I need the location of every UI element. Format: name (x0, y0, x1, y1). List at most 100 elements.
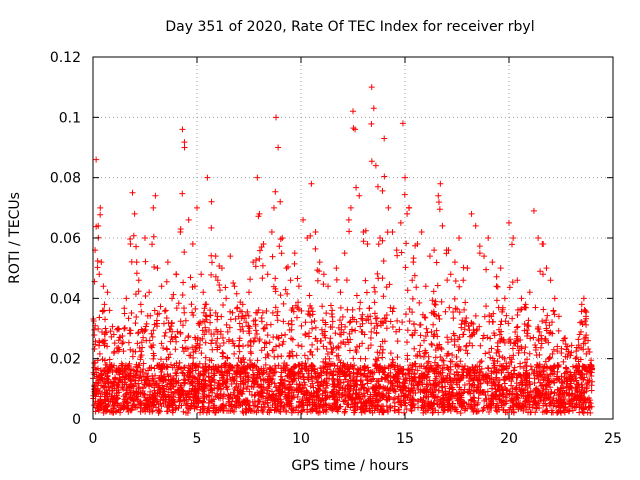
data-point (210, 370, 217, 377)
data-point (354, 370, 361, 377)
data-point (399, 371, 406, 378)
data-point (90, 317, 97, 324)
data-point (509, 400, 516, 407)
data-point (323, 345, 330, 352)
data-point (524, 330, 531, 337)
data-point (306, 391, 313, 398)
data-point (229, 364, 236, 371)
data-point (93, 387, 100, 394)
data-point (327, 340, 334, 347)
data-point (569, 402, 576, 409)
data-point (577, 328, 584, 335)
data-point (287, 277, 294, 284)
data-point (577, 374, 584, 381)
data-point (360, 406, 367, 413)
data-point (173, 370, 180, 377)
data-point (177, 330, 184, 337)
data-point (186, 393, 193, 400)
data-point (148, 365, 155, 372)
data-point (275, 144, 282, 151)
data-point (476, 243, 483, 250)
data-point (463, 343, 470, 350)
data-point (340, 338, 347, 345)
data-point (216, 377, 223, 384)
data-point (319, 303, 326, 310)
data-point (160, 320, 167, 327)
data-point (223, 295, 230, 302)
data-point (474, 363, 481, 370)
data-point (236, 368, 243, 375)
data-point (569, 385, 576, 392)
data-point (505, 369, 512, 376)
data-point (414, 241, 421, 248)
data-point (284, 290, 291, 297)
data-point (192, 305, 199, 312)
data-point (182, 379, 189, 386)
data-point (201, 394, 208, 401)
data-point (201, 368, 208, 375)
data-point (437, 369, 444, 376)
data-point (559, 380, 566, 387)
data-point (435, 387, 442, 394)
data-point (381, 173, 388, 180)
data-point (268, 228, 275, 235)
data-point (246, 357, 253, 364)
data-point (576, 402, 583, 409)
data-point (548, 388, 555, 395)
data-point (394, 252, 401, 259)
data-point (162, 307, 169, 314)
data-point (330, 383, 337, 390)
data-point (334, 408, 341, 415)
data-point (464, 350, 471, 357)
data-point (341, 250, 348, 257)
data-point (235, 313, 242, 320)
data-point (202, 312, 209, 319)
data-point (399, 370, 406, 377)
data-point (456, 334, 463, 341)
data-point (343, 277, 350, 284)
data-point (107, 363, 114, 370)
data-point (394, 362, 401, 369)
data-point (453, 368, 460, 375)
data-point (177, 394, 184, 401)
data-point (459, 390, 466, 397)
data-point (374, 270, 381, 277)
data-point (501, 295, 508, 302)
data-point (344, 306, 351, 313)
data-point (526, 350, 533, 357)
data-point (405, 391, 412, 398)
data-point (280, 300, 287, 307)
data-point (532, 346, 539, 353)
data-point (531, 380, 538, 387)
data-point (220, 391, 227, 398)
data-point (276, 342, 283, 349)
data-point (150, 233, 157, 240)
data-point (477, 359, 484, 366)
data-point (554, 409, 561, 416)
data-point (203, 313, 210, 320)
data-point (549, 319, 556, 326)
data-point (404, 210, 411, 217)
data-point (359, 340, 366, 347)
data-point (318, 365, 325, 372)
data-point (477, 342, 484, 349)
data-point (380, 293, 387, 300)
data-point (501, 355, 508, 362)
data-point (430, 310, 437, 317)
data-point (367, 313, 374, 320)
data-point (295, 385, 302, 392)
data-point (212, 309, 219, 316)
data-point (371, 299, 378, 306)
data-point (224, 328, 231, 335)
data-point (454, 306, 461, 313)
data-point (426, 377, 433, 384)
data-point (354, 381, 361, 388)
data-point (148, 344, 155, 351)
data-point (314, 393, 321, 400)
data-point (168, 381, 175, 388)
data-point (240, 381, 247, 388)
data-point (430, 400, 437, 407)
data-point (245, 378, 252, 385)
data-point (387, 318, 394, 325)
data-point (474, 377, 481, 384)
